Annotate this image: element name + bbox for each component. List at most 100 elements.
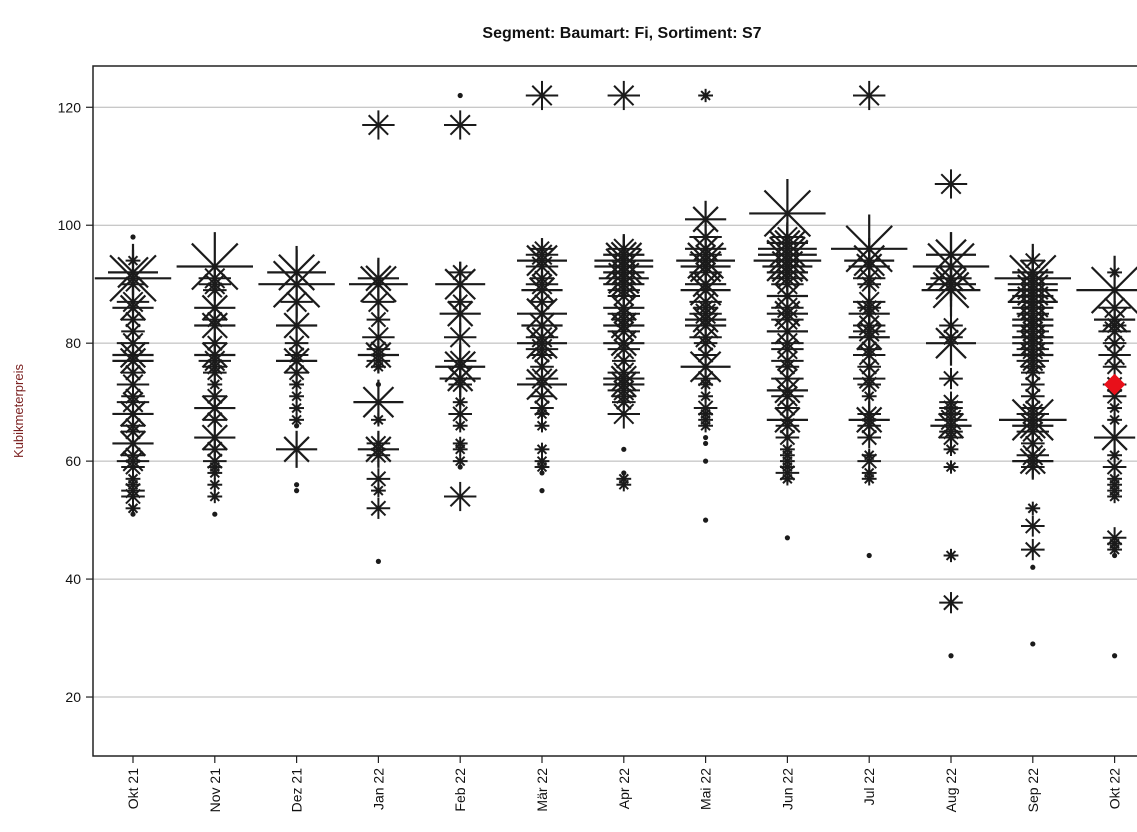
data-point-dot (539, 488, 545, 494)
data-point (698, 419, 713, 433)
data-point-dot (294, 482, 300, 488)
data-point (130, 234, 136, 240)
data-point (207, 478, 223, 492)
star-ray (367, 114, 389, 136)
star-ray (449, 486, 471, 507)
data-point (943, 548, 959, 563)
star-ray (373, 361, 384, 372)
star-ray (613, 85, 635, 106)
x-tick-label: Feb 22 (452, 768, 468, 812)
data-point (703, 517, 709, 523)
star-ray (291, 414, 302, 426)
data-point (1030, 564, 1036, 570)
star-ray (455, 396, 466, 408)
data-point (934, 169, 968, 199)
data-point (853, 80, 886, 111)
star-ray (444, 268, 477, 301)
star-ray (209, 379, 220, 390)
star-ray (618, 479, 629, 490)
data-point (943, 442, 959, 456)
star-ray (861, 453, 877, 469)
data-point (121, 308, 145, 331)
data-point-dot (1030, 564, 1036, 570)
star-ray (1027, 503, 1038, 514)
star-ray (455, 420, 466, 431)
data-point-dot (703, 440, 709, 447)
star-ray (119, 347, 147, 375)
star-ray (367, 291, 389, 313)
x-axis: Okt 21 Nov 21 Dez 21 Jan 22 Feb 22 Mär 22 Apr … (125, 756, 1123, 812)
star-ray (209, 491, 220, 502)
star-ray (1025, 518, 1041, 534)
data-point (539, 488, 545, 494)
data-point (943, 460, 959, 474)
star-ray (864, 391, 875, 402)
star-ray (119, 294, 147, 321)
star-ray (536, 408, 548, 420)
data-point (212, 511, 218, 517)
data-point-dot (375, 558, 381, 564)
star-ray (455, 455, 466, 467)
star-ray (125, 488, 141, 505)
star-ray (455, 444, 466, 455)
data-point (448, 403, 472, 425)
data-point (349, 257, 408, 311)
data-point (289, 401, 304, 415)
highlight-point (1103, 373, 1126, 396)
star-ray (288, 364, 305, 381)
star-ray (1109, 544, 1120, 555)
data-point (121, 273, 145, 295)
data-point (366, 497, 391, 519)
star-ray (125, 311, 141, 328)
data-point (289, 389, 304, 403)
data-point (1112, 552, 1118, 559)
star-ray (945, 461, 957, 473)
grid-layer (93, 106, 1137, 698)
star-ray (119, 400, 147, 428)
data-point-dot (1112, 653, 1118, 659)
data-point-dot (294, 488, 300, 494)
data-point (457, 92, 463, 99)
data-point (130, 511, 136, 517)
data-point (921, 263, 981, 317)
data-point (939, 592, 963, 614)
star-ray (127, 503, 139, 514)
data-point-dot (784, 535, 791, 541)
star-ray (864, 473, 875, 484)
star-ray (861, 376, 877, 393)
data-point (362, 287, 395, 317)
data-point (775, 415, 800, 437)
x-tick-label: Mai 22 (698, 768, 714, 810)
star-ray (201, 424, 228, 451)
star-ray (449, 114, 471, 136)
star-ray (700, 420, 711, 431)
data-point (371, 360, 386, 374)
star-ray (1109, 402, 1120, 414)
data-point (207, 466, 223, 480)
star-ray (291, 402, 302, 414)
data-point (948, 653, 954, 659)
star-ray (1109, 450, 1120, 461)
data-point (703, 458, 709, 464)
star-ray (373, 414, 384, 426)
data-point (703, 440, 709, 447)
data-point (289, 377, 304, 392)
star-ray (449, 326, 471, 348)
data-point (607, 399, 640, 429)
data-point (1021, 456, 1045, 478)
data-point-dot (130, 511, 136, 517)
data-point (371, 413, 386, 427)
data-point (366, 444, 391, 466)
data-point (121, 485, 145, 508)
x-tick-label: Mär 22 (534, 768, 550, 812)
star-ray (858, 85, 880, 106)
star-ray (861, 276, 877, 293)
star-ray (700, 379, 711, 390)
plot-frame (92, 65, 1137, 757)
data-point (362, 110, 395, 140)
data-point (693, 332, 718, 354)
data-point (926, 320, 976, 366)
data-point-dot (703, 517, 709, 523)
x-tick-label: Dez 21 (289, 768, 305, 813)
